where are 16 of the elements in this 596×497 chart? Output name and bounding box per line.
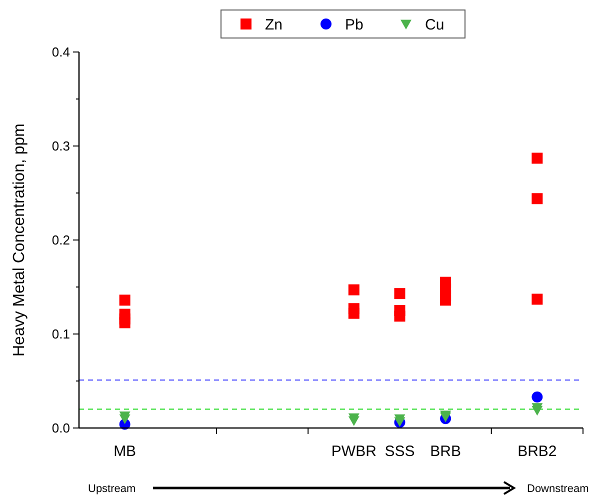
y-tick-label: 0.0 <box>52 420 70 436</box>
x-tick-label: PWBR <box>331 443 377 460</box>
x-tick-label: BRB <box>430 443 461 460</box>
y-axis-title: Heavy Metal Concentration, ppm <box>11 124 28 356</box>
y-tick-label: 0.1 <box>52 326 70 342</box>
text: Downstream <box>527 482 589 495</box>
y-tick-label: 0.3 <box>52 138 70 154</box>
x-tick-label: MB <box>114 443 136 460</box>
legend-label: Pb <box>345 16 364 34</box>
x-tick-label: BRB2 <box>518 443 557 460</box>
legend-label: Cu <box>425 16 444 34</box>
x-tick-label: SSS <box>384 443 415 460</box>
text: Upstream <box>88 482 136 495</box>
y-tick-label: 0.2 <box>52 232 70 248</box>
y-tick-label: 0.4 <box>52 44 70 60</box>
legend-label: Zn <box>265 16 283 34</box>
